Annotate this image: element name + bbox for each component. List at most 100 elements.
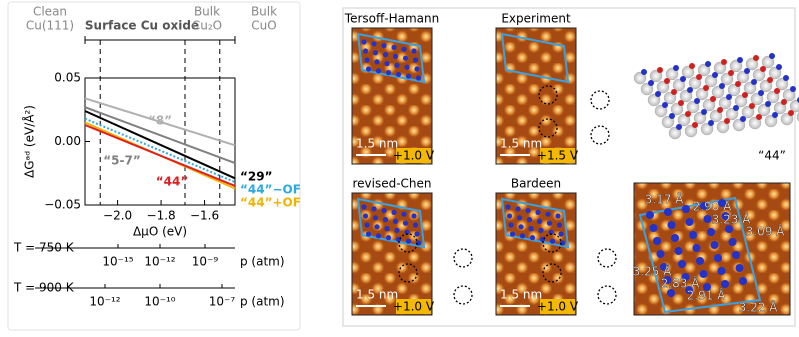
atom — [646, 211, 654, 219]
substrate-atom — [761, 55, 775, 69]
atom — [699, 270, 708, 278]
phase-label: Cu₂O — [192, 19, 222, 33]
atom — [674, 247, 683, 255]
pressure-tick-label: 10⁻¹⁰ — [144, 295, 175, 309]
substrate-atom — [700, 122, 714, 136]
atom — [372, 215, 379, 221]
substrate-atom — [684, 124, 698, 138]
pressure-tick-label: 10⁻¹⁵ — [102, 255, 133, 269]
atom — [700, 202, 708, 210]
atom — [364, 57, 370, 63]
oxygen-atom — [696, 74, 702, 80]
substrate-atom — [688, 76, 702, 90]
oxygen-atom — [742, 92, 748, 98]
phase-label: Clean — [33, 5, 67, 19]
atom — [404, 64, 410, 70]
copper-atom — [740, 116, 746, 122]
substrate-atom — [766, 90, 780, 104]
substrate-atom — [697, 63, 711, 77]
scale-label: 1.5 nm — [500, 288, 542, 302]
oxygen-atom — [760, 66, 766, 72]
substrate-atom — [743, 81, 757, 95]
atom — [721, 212, 730, 220]
atom — [411, 48, 417, 54]
substrate-atom — [780, 112, 794, 126]
substrate-atom — [741, 105, 755, 119]
series-label: “44” — [156, 175, 188, 189]
copper-atom — [726, 94, 732, 100]
bias-label: +1.0 V — [393, 300, 435, 314]
copper-atom — [712, 72, 718, 78]
substrate-atom — [679, 89, 693, 103]
copper-atom — [769, 53, 775, 59]
copper-atom — [772, 112, 778, 118]
model-label: “44” — [758, 149, 786, 163]
stm-title: revised-Chen — [352, 177, 431, 191]
atom — [411, 213, 417, 219]
substrate-atom — [704, 74, 718, 88]
structure-model: “44” — [633, 53, 799, 163]
atom — [371, 206, 377, 212]
stm-image: Bardeen 1.5 nm+1.0 V — [495, 177, 617, 316]
atom — [710, 241, 719, 249]
copper-atom — [758, 90, 764, 96]
bias-tag — [540, 299, 575, 314]
pressure-unit: p (atm) — [240, 295, 285, 309]
oxygen-atom — [728, 70, 734, 76]
copper-atom — [694, 98, 700, 104]
atom — [696, 257, 704, 265]
substrate-atom — [718, 96, 732, 110]
atom — [364, 222, 370, 228]
substrate-atom — [782, 88, 796, 102]
series-line — [84, 124, 236, 187]
substrate-atom — [686, 100, 700, 114]
copper-atom — [655, 91, 661, 97]
substrate-atom — [709, 109, 723, 123]
atom — [663, 276, 672, 284]
atom — [392, 218, 399, 224]
substrate-atom — [654, 104, 668, 118]
atom — [707, 228, 715, 236]
substrate-atom — [789, 99, 799, 113]
copper-atom — [765, 101, 771, 107]
oxygen-atom — [692, 122, 698, 128]
atom — [401, 46, 407, 52]
copper-atom — [776, 64, 782, 70]
atom — [508, 222, 514, 228]
atom — [525, 208, 531, 214]
substrate-atom — [734, 94, 748, 108]
atom — [365, 231, 372, 237]
copper-atom — [719, 83, 725, 89]
oxygen-atom — [657, 67, 663, 73]
substrate-atom — [729, 59, 743, 73]
atom — [374, 224, 380, 230]
copper-atom — [669, 113, 675, 119]
substrate-atom — [752, 68, 766, 82]
atom — [361, 39, 367, 45]
x-tick-label: −2.0 — [103, 209, 132, 223]
substrate-atom — [633, 71, 647, 85]
atom — [682, 205, 690, 213]
atom — [384, 226, 390, 232]
atom — [509, 231, 516, 237]
x-tick-label: −1.6 — [190, 209, 219, 223]
atom — [412, 57, 419, 63]
atom — [528, 226, 534, 232]
marker-circle — [398, 263, 418, 283]
atom — [685, 218, 694, 226]
substrate-atom — [672, 78, 686, 92]
atom — [732, 251, 740, 259]
pressure-tick-label: 10⁻¹² — [144, 255, 175, 269]
atom — [656, 250, 665, 258]
atom — [681, 273, 690, 281]
substrate-atom — [670, 102, 684, 116]
substrate-atom — [677, 113, 691, 127]
phase-label: Bulk — [194, 5, 220, 19]
copper-atom — [676, 124, 682, 130]
atom — [404, 229, 410, 235]
unit-cell — [500, 197, 570, 249]
phase-label: Cu(111) — [26, 19, 74, 33]
copper-atom — [708, 120, 714, 126]
